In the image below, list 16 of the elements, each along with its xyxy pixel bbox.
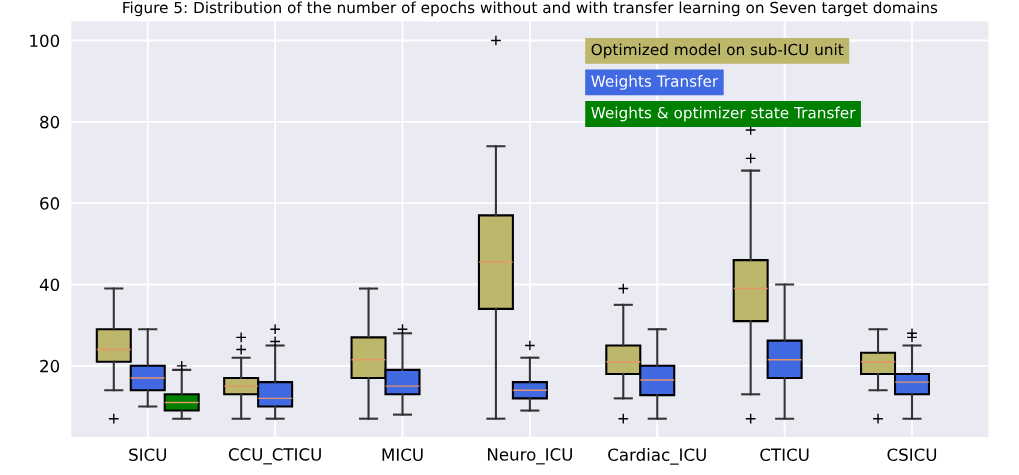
x-tick-label: Cardiac_ICU — [608, 448, 706, 465]
text: Weights Transfer — [591, 75, 719, 90]
text: Optimized model on sub-ICU unit — [591, 43, 844, 59]
y-tick-label: 80 — [40, 115, 60, 129]
y-tick-label: 100 — [30, 34, 60, 48]
x-tick-label: Neuro_ICU — [487, 448, 572, 465]
y-tick-label: 40 — [39, 278, 60, 292]
chart-title: Figure 5: Distribution of the number of epochs without and with transfer learning on Seven target domains — [123, 1, 938, 17]
x-tick-label: CTICU — [760, 448, 809, 462]
text: Weights & optimizer state Transfer — [591, 106, 856, 122]
y-tick-label: 20 — [40, 359, 60, 373]
y-tick-label: 60 — [40, 197, 60, 210]
x-tick-label: SICU — [129, 448, 166, 462]
x-tick-label: CCU_CTICU — [228, 448, 321, 465]
x-tick-label: CSICU — [887, 448, 937, 462]
x-tick-label: MICU — [382, 448, 423, 462]
